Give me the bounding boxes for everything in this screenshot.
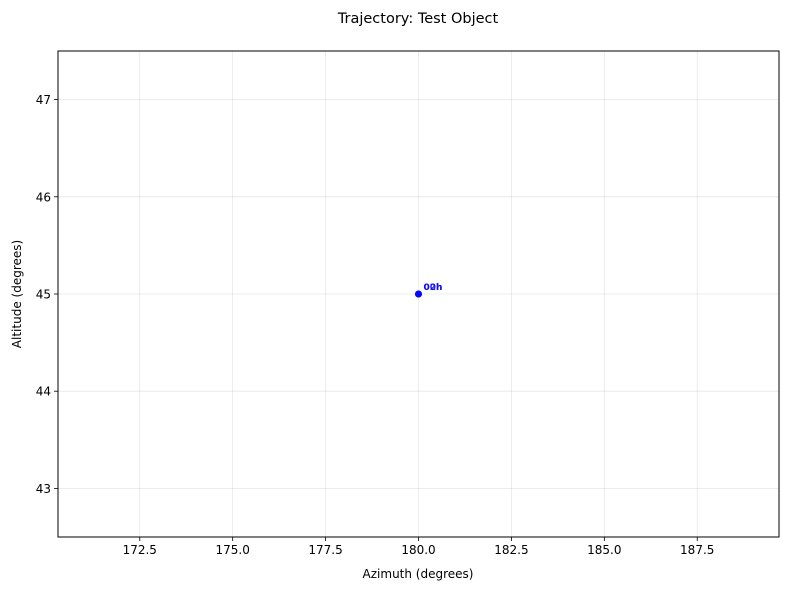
x-tick-label: 185.0 [587,543,621,557]
grid [58,51,779,537]
data-point [415,290,422,298]
point-label: 02h [424,283,443,293]
x-tick-label: 187.5 [680,543,714,557]
y-tick-label: 44 [36,385,51,399]
x-tick-label: 177.5 [308,543,342,557]
y-tick-label: 45 [36,288,51,302]
x-axis-ticks: 172.5 175.0 177.5 180.0 182.5 185.0 187.5 [123,537,714,557]
y-axis-ticks: 43 44 45 46 47 [36,93,58,496]
point-label: 00h [424,283,443,293]
x-axis-label: Azimuth (degrees) [363,567,474,581]
y-axis-label: Altitude (degrees) [10,240,24,348]
x-tick-label: 180.0 [401,543,435,557]
y-tick-label: 47 [36,93,51,107]
x-tick-label: 172.5 [123,543,157,557]
x-tick-label: 175.0 [215,543,249,557]
x-tick-label: 182.5 [494,543,528,557]
chart-title: Trajectory: Test Object [337,11,499,27]
y-tick-label: 46 [36,190,51,204]
y-tick-label: 43 [36,482,51,496]
